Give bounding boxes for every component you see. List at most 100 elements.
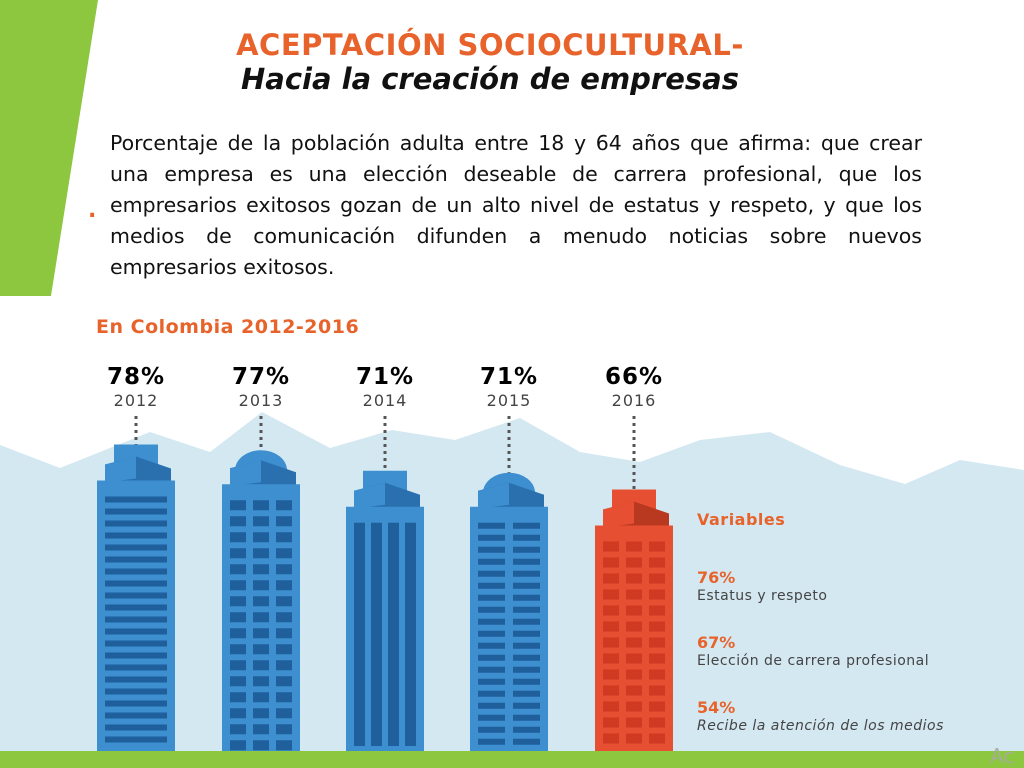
window-2013: [230, 532, 246, 543]
window-2013: [230, 628, 246, 639]
window-band-2015: [513, 558, 540, 565]
window-2016: [626, 685, 642, 696]
window-column-2014: [405, 522, 416, 746]
window-band-2015: [478, 630, 505, 637]
window-band-2012: [105, 508, 167, 515]
window-2016: [603, 541, 619, 552]
year-label-2013: 2013: [238, 391, 284, 410]
year-label-2015: 2015: [486, 391, 532, 410]
window-2016: [603, 733, 619, 744]
window-2013: [230, 548, 246, 559]
window-2016: [649, 701, 665, 712]
window-band-2015: [478, 642, 505, 649]
window-2013: [276, 692, 292, 703]
variable-value-career: 67%: [697, 633, 736, 652]
window-band-2015: [478, 714, 505, 721]
window-2016: [649, 573, 665, 584]
window-band-2015: [478, 654, 505, 661]
window-band-2012: [105, 688, 167, 695]
window-band-2015: [513, 618, 540, 625]
window-band-2015: [478, 702, 505, 709]
window-band-2012: [105, 616, 167, 623]
window-band-2012: [105, 532, 167, 539]
window-2013: [253, 644, 269, 655]
window-2013: [230, 516, 246, 527]
window-2013: [253, 532, 269, 543]
window-2013: [230, 724, 246, 735]
variables-title: Variables: [697, 510, 786, 529]
value-label-2015: 71%: [479, 364, 539, 390]
window-2016: [649, 685, 665, 696]
window-2016: [649, 637, 665, 648]
window-band-2015: [513, 666, 540, 673]
window-2013: [230, 596, 246, 607]
window-column-2014: [371, 522, 382, 746]
window-2016: [649, 733, 665, 744]
window-2013: [253, 660, 269, 671]
value-label-2013: 77%: [231, 364, 291, 390]
window-2016: [603, 685, 619, 696]
value-label-2012: 78%: [106, 364, 166, 390]
window-2016: [626, 669, 642, 680]
window-band-2012: [105, 712, 167, 719]
window-band-2012: [105, 544, 167, 551]
window-2013: [276, 724, 292, 735]
window-2016: [626, 717, 642, 728]
watermark-text: Ac: [990, 744, 1015, 768]
slide-subtitle: Hacia la creación de empresas: [241, 62, 739, 96]
window-2013: [253, 596, 269, 607]
window-2016: [649, 717, 665, 728]
window-band-2015: [513, 714, 540, 721]
window-2013: [276, 580, 292, 591]
window-2013: [253, 692, 269, 703]
window-2016: [603, 717, 619, 728]
year-label-2014: 2014: [362, 391, 408, 410]
window-2013: [276, 596, 292, 607]
window-2016: [649, 669, 665, 680]
value-label-2016: 66%: [604, 364, 664, 390]
window-2016: [649, 589, 665, 600]
window-2016: [626, 733, 642, 744]
window-band-2015: [513, 582, 540, 589]
window-2016: [649, 653, 665, 664]
window-2016: [603, 573, 619, 584]
window-2013: [230, 692, 246, 703]
window-2016: [626, 541, 642, 552]
window-band-2015: [513, 654, 540, 661]
window-2013: [276, 612, 292, 623]
window-band-2012: [105, 700, 167, 707]
window-band-2012: [105, 736, 167, 743]
window-band-2015: [478, 594, 505, 601]
window-2013: [276, 516, 292, 527]
window-2013: [253, 564, 269, 575]
tower-shoulder-light-2015: [478, 482, 509, 509]
window-band-2015: [478, 726, 505, 733]
window-band-2012: [105, 556, 167, 563]
bullet-dot: .: [88, 198, 97, 223]
tower-shoulder-light-2014: [354, 482, 385, 509]
window-2013: [253, 500, 269, 511]
window-column-2014: [354, 522, 365, 746]
slide-title: ACEPTACIÓN SOCIOCULTURAL-: [236, 28, 744, 62]
window-2013: [253, 548, 269, 559]
window-2013: [253, 708, 269, 719]
window-band-2015: [478, 690, 505, 697]
window-2013: [230, 580, 246, 591]
window-band-2015: [513, 594, 540, 601]
window-2013: [230, 612, 246, 623]
window-band-2015: [513, 534, 540, 541]
window-band-2015: [513, 570, 540, 577]
window-2013: [230, 564, 246, 575]
chart-title: En Colombia 2012-2016: [96, 316, 360, 338]
window-band-2015: [513, 522, 540, 529]
window-band-2012: [105, 640, 167, 647]
window-band-2015: [513, 690, 540, 697]
window-2013: [230, 500, 246, 511]
window-2013: [276, 500, 292, 511]
variable-label-career: Elección de carrera profesional: [697, 653, 930, 669]
tower-shoulder-light-2016: [603, 501, 634, 528]
tower-shoulder-light-2012: [105, 456, 136, 483]
window-band-2012: [105, 652, 167, 659]
value-label-2014: 71%: [355, 364, 415, 390]
